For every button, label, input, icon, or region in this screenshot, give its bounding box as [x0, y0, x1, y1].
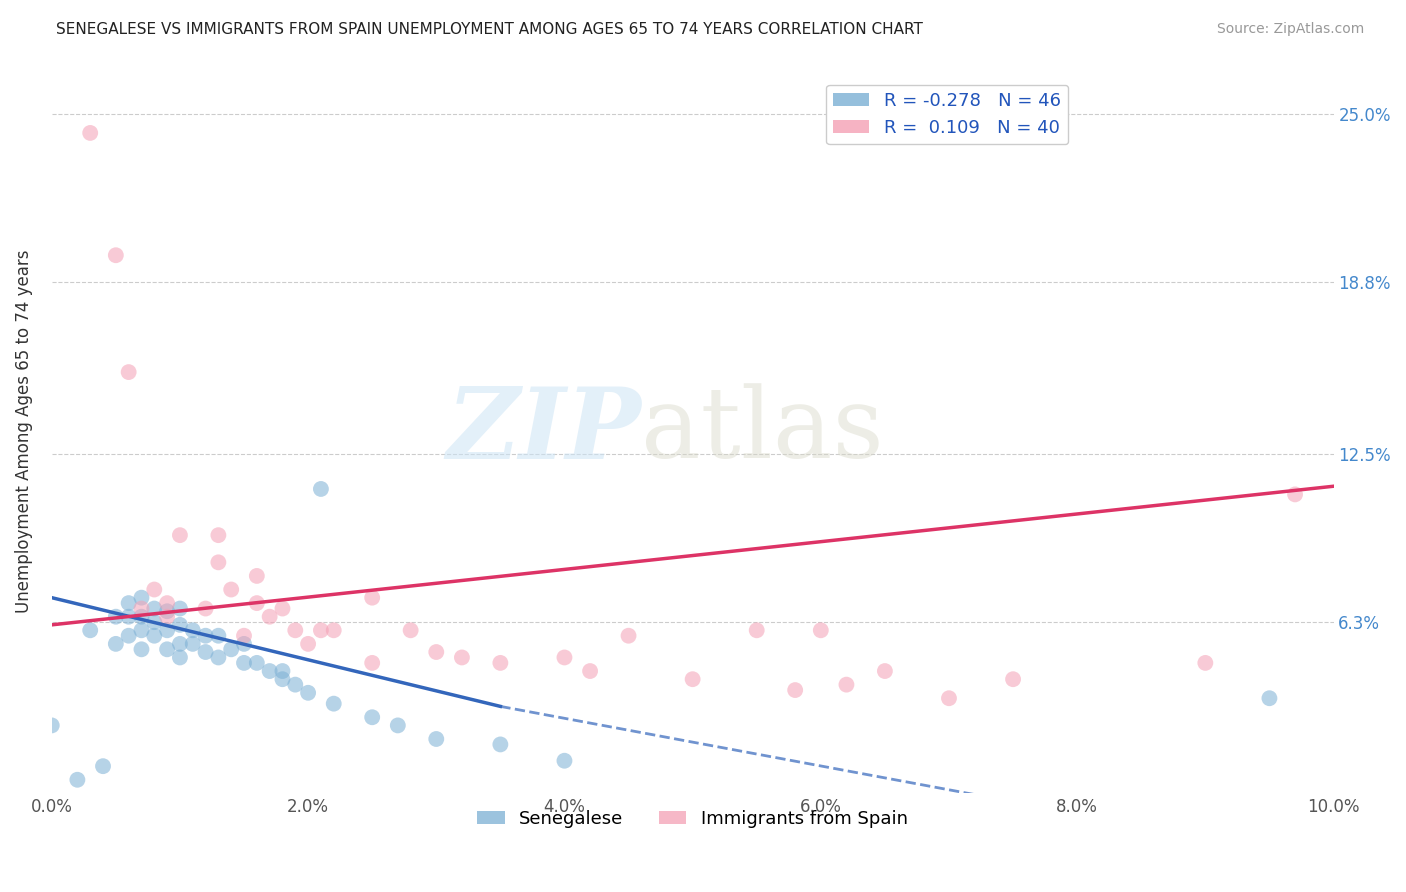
- Point: [118, 365, 141, 379]
- Point: [873, 664, 896, 678]
- Point: [810, 624, 832, 638]
- Point: [207, 528, 229, 542]
- Point: [143, 615, 166, 629]
- Point: [207, 650, 229, 665]
- Point: [259, 664, 281, 678]
- Point: [169, 601, 191, 615]
- Point: [169, 528, 191, 542]
- Point: [219, 642, 242, 657]
- Point: [489, 656, 512, 670]
- Point: [361, 656, 384, 670]
- Point: [246, 656, 269, 670]
- Point: [169, 637, 191, 651]
- Point: [361, 710, 384, 724]
- Point: [194, 645, 217, 659]
- Point: [246, 569, 269, 583]
- Point: [104, 637, 127, 651]
- Point: [271, 672, 294, 686]
- Point: [284, 678, 307, 692]
- Point: [156, 609, 179, 624]
- Point: [553, 754, 575, 768]
- Text: atlas: atlas: [641, 383, 884, 479]
- Point: [156, 624, 179, 638]
- Point: [1284, 487, 1306, 501]
- Point: [553, 650, 575, 665]
- Point: [284, 624, 307, 638]
- Point: [451, 650, 474, 665]
- Point: [143, 601, 166, 615]
- Point: [118, 596, 141, 610]
- Point: [425, 731, 447, 746]
- Point: [361, 591, 384, 605]
- Point: [938, 691, 960, 706]
- Point: [785, 683, 807, 698]
- Point: [246, 596, 269, 610]
- Point: [156, 596, 179, 610]
- Point: [79, 624, 101, 638]
- Point: [297, 637, 319, 651]
- Point: [579, 664, 602, 678]
- Point: [322, 697, 344, 711]
- Point: [233, 656, 256, 670]
- Point: [131, 624, 153, 638]
- Point: [194, 629, 217, 643]
- Point: [104, 609, 127, 624]
- Point: [118, 609, 141, 624]
- Point: [271, 601, 294, 615]
- Point: [131, 609, 153, 624]
- Point: [271, 664, 294, 678]
- Point: [259, 609, 281, 624]
- Point: [219, 582, 242, 597]
- Text: SENEGALESE VS IMMIGRANTS FROM SPAIN UNEMPLOYMENT AMONG AGES 65 TO 74 YEARS CORRE: SENEGALESE VS IMMIGRANTS FROM SPAIN UNEM…: [56, 22, 924, 37]
- Point: [309, 624, 332, 638]
- Point: [489, 738, 512, 752]
- Point: [387, 718, 409, 732]
- Point: [207, 555, 229, 569]
- Point: [156, 604, 179, 618]
- Point: [143, 629, 166, 643]
- Point: [169, 618, 191, 632]
- Point: [156, 642, 179, 657]
- Point: [297, 686, 319, 700]
- Point: [66, 772, 89, 787]
- Point: [131, 642, 153, 657]
- Point: [131, 591, 153, 605]
- Point: [617, 629, 640, 643]
- Point: [143, 582, 166, 597]
- Point: [91, 759, 114, 773]
- Point: [309, 482, 332, 496]
- Point: [682, 672, 704, 686]
- Point: [104, 248, 127, 262]
- Point: [79, 126, 101, 140]
- Point: [1258, 691, 1281, 706]
- Point: [322, 624, 344, 638]
- Point: [835, 678, 858, 692]
- Point: [1002, 672, 1025, 686]
- Point: [181, 624, 204, 638]
- Point: [118, 629, 141, 643]
- Y-axis label: Unemployment Among Ages 65 to 74 years: Unemployment Among Ages 65 to 74 years: [15, 249, 32, 613]
- Text: ZIP: ZIP: [446, 383, 641, 479]
- Point: [425, 645, 447, 659]
- Point: [131, 601, 153, 615]
- Text: Source: ZipAtlas.com: Source: ZipAtlas.com: [1216, 22, 1364, 37]
- Point: [233, 637, 256, 651]
- Point: [181, 637, 204, 651]
- Point: [169, 650, 191, 665]
- Point: [745, 624, 768, 638]
- Point: [194, 601, 217, 615]
- Point: [399, 624, 422, 638]
- Legend: Senegalese, Immigrants from Spain: Senegalese, Immigrants from Spain: [470, 803, 915, 835]
- Point: [207, 629, 229, 643]
- Point: [1194, 656, 1216, 670]
- Point: [233, 629, 256, 643]
- Point: [41, 718, 63, 732]
